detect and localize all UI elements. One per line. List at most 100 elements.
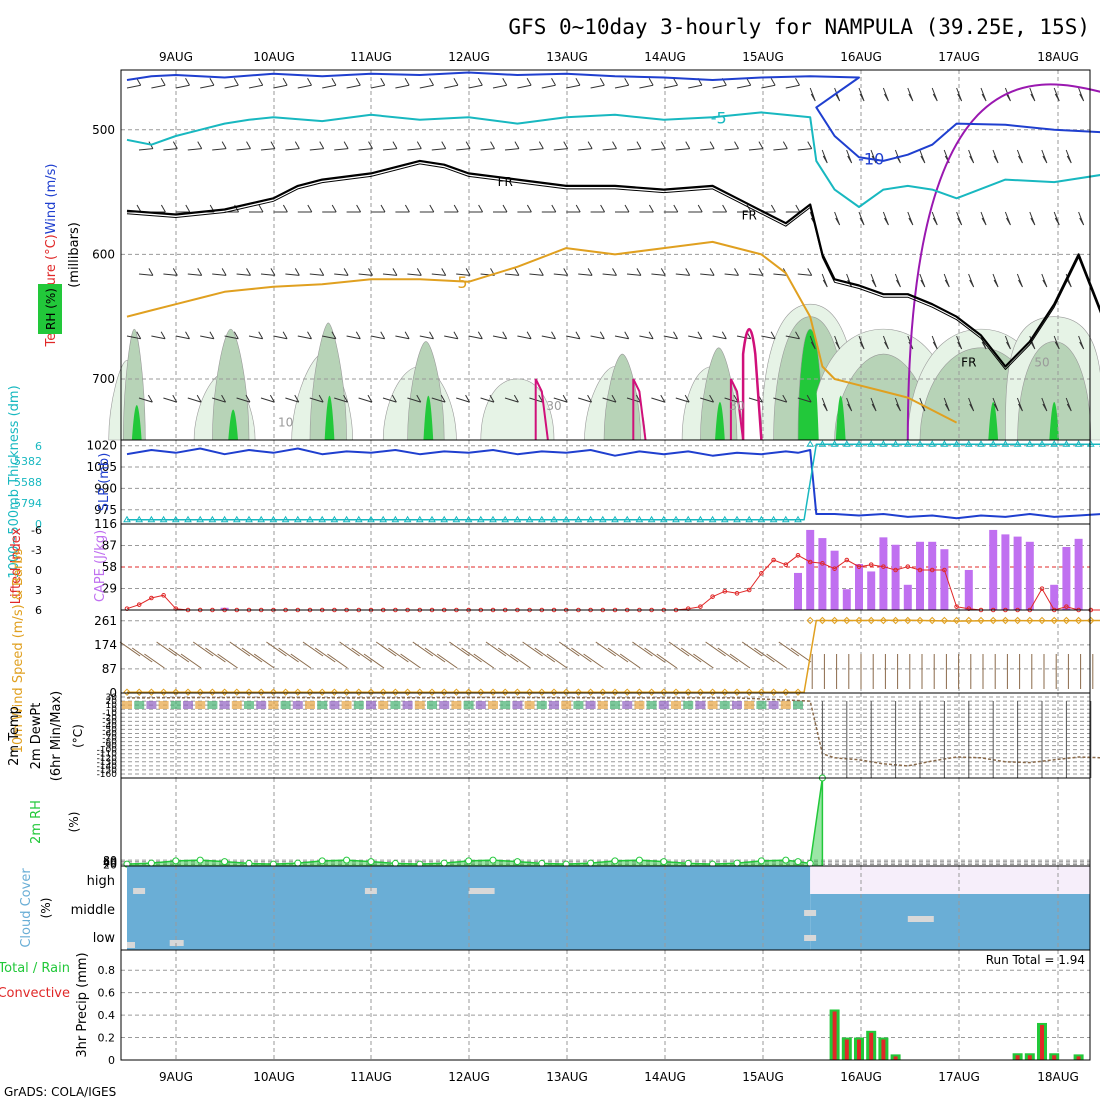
surface-wind-barb	[119, 641, 141, 657]
thickness-marker	[879, 440, 888, 447]
cloud-cell	[169, 940, 184, 946]
precip-tick-label: 0.2	[98, 1032, 116, 1045]
thickness-marker	[428, 515, 436, 523]
wind-speed-marker	[940, 616, 949, 625]
date-label-top: 10AUG	[253, 50, 295, 64]
lifted-index-point	[942, 567, 947, 573]
wind-barb	[882, 87, 889, 102]
wind-speed-marker	[843, 616, 851, 625]
thickness-marker	[806, 440, 815, 447]
surface-wind-barb	[400, 653, 421, 669]
cape-bar	[1025, 541, 1034, 610]
wind-barb	[773, 141, 788, 151]
rh-shading-high	[808, 370, 819, 440]
wind-barb	[212, 141, 227, 151]
lifted-index-point	[844, 557, 850, 563]
wind-barb	[541, 331, 556, 340]
precip-convective-bar	[1076, 1056, 1081, 1060]
slp-tick-label: 1020	[86, 439, 117, 453]
temp-ylabel-part: 2m Temp	[7, 706, 22, 766]
thickness-tick-label: 5794	[14, 497, 42, 510]
wind-barb	[541, 77, 556, 89]
wind-barb	[297, 331, 312, 340]
wind-barb	[200, 331, 215, 340]
temp-band	[512, 701, 523, 709]
wind-barb	[809, 335, 816, 350]
wind-barb	[1016, 397, 1023, 412]
wind-barb	[444, 77, 459, 89]
rh-point	[587, 859, 595, 867]
wind-barb	[517, 204, 532, 213]
wind-barb	[675, 141, 691, 151]
wind-barb	[785, 204, 801, 213]
thickness-marker	[1062, 440, 1071, 447]
upper-air-axis-label: (millibars)	[67, 222, 82, 288]
wind-barb	[1065, 149, 1072, 164]
temp-tick-label: -140	[97, 762, 118, 772]
precip-tick-label: 0	[108, 1054, 115, 1067]
rh-shading-high	[1049, 401, 1060, 440]
wind-barb	[700, 141, 715, 151]
contour-label: 50	[1034, 355, 1049, 369]
thickness-marker	[745, 515, 754, 523]
li-tick-label: -6	[31, 524, 42, 537]
thickness-marker	[781, 515, 790, 523]
wind-barb	[907, 211, 914, 226]
temp-band	[317, 701, 328, 709]
wind-speed-marker	[684, 688, 692, 696]
wind-barb	[724, 141, 739, 151]
date-label-top: 13AUG	[546, 50, 588, 64]
wind-barb	[224, 331, 239, 340]
li-tick-label: 3	[35, 584, 42, 597]
contour-label: -5	[711, 109, 727, 128]
surface-wind-barb	[205, 647, 226, 663]
wind-barb	[602, 268, 617, 276]
wind-barb	[566, 204, 581, 213]
rh-tick-label: 80	[103, 854, 117, 867]
wind-barb	[480, 394, 495, 403]
purple-contour	[906, 83, 1100, 441]
wind-speed-marker	[257, 688, 265, 696]
temp-tick-label: -150	[97, 766, 118, 776]
date-label-top: 16AUG	[840, 50, 882, 64]
lifted-index-point	[795, 553, 801, 558]
wind-barb	[675, 268, 691, 276]
wind-speed-marker	[660, 688, 668, 696]
cape-bar	[842, 589, 851, 610]
precip-convective-bar	[857, 1039, 861, 1060]
thickness-marker	[184, 515, 192, 523]
date-label-top: 18AUG	[1037, 50, 1079, 64]
precip-ylabel: 3hr Precip (mm)	[75, 952, 90, 1057]
surface-wind-barb	[668, 641, 690, 657]
surface-wind-barb	[266, 641, 287, 657]
wind-speed-marker	[708, 688, 717, 696]
wind-barb	[834, 335, 841, 350]
thickness-marker	[525, 515, 534, 523]
lifted-index-point	[136, 602, 142, 607]
surface-wind-barb	[156, 641, 177, 657]
temp-band	[756, 701, 767, 709]
temp-band	[732, 701, 742, 709]
thickness-marker	[818, 440, 827, 447]
lifted-index-point	[868, 562, 874, 567]
cape-bar	[867, 571, 876, 610]
rh-ylabel-part: 2m RH	[29, 800, 44, 844]
wind-barb	[700, 268, 715, 276]
wind-barb	[736, 77, 752, 89]
wind-barb	[431, 268, 447, 276]
thickness-marker	[903, 440, 912, 447]
slp-ylabel-part: SLP (mb)	[97, 453, 112, 512]
wind-barb	[187, 394, 202, 403]
wind-barb	[395, 204, 410, 213]
wind-barb	[370, 331, 386, 340]
surface-wind-barb	[131, 647, 153, 663]
cape-bar	[879, 537, 888, 610]
wind-barb	[980, 211, 987, 226]
thickness-marker	[513, 515, 522, 523]
temp-band	[646, 701, 657, 709]
thickness-marker	[830, 440, 839, 447]
rh-point	[794, 858, 802, 866]
wind-speed-marker	[965, 616, 973, 625]
lifted-index-point	[722, 589, 728, 594]
thickness-marker	[232, 515, 241, 523]
